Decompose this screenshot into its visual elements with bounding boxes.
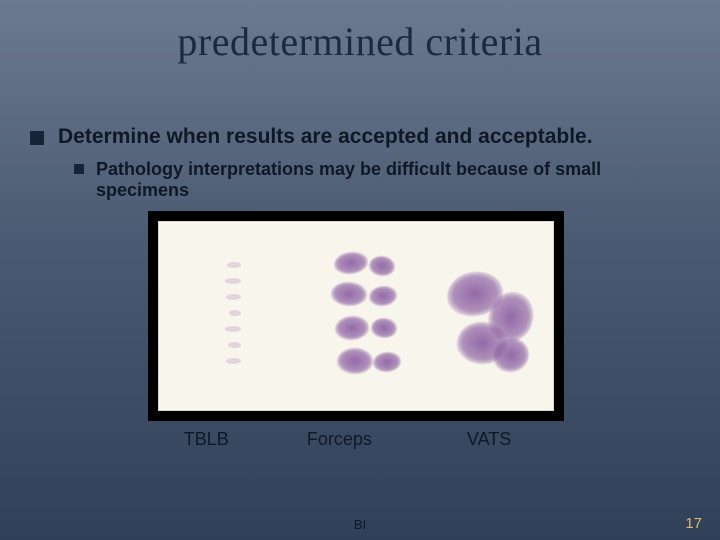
specimen-mark-faint <box>225 326 241 332</box>
page-number: 17 <box>685 515 702 532</box>
specimen-mark-faint <box>229 310 241 316</box>
specimen-smudge <box>372 351 401 373</box>
footer-id: BI <box>0 517 720 532</box>
bullet-level1-text: Determine when results are accepted and … <box>58 125 593 149</box>
specimen-smudge <box>368 254 397 277</box>
figure-frame <box>148 211 564 421</box>
bullet-level2-text: Pathology interpretations may be difficu… <box>96 159 690 201</box>
specimen-smudge <box>330 281 368 307</box>
square-bullet-small-icon <box>74 164 84 174</box>
figure-caption: TBLB <box>148 429 264 450</box>
slide-body: Determine when results are accepted and … <box>0 65 720 450</box>
specimen-smudge <box>337 347 374 374</box>
specimen-mark-faint <box>226 294 241 300</box>
bullet-level1: Determine when results are accepted and … <box>30 125 690 149</box>
square-bullet-icon <box>30 131 44 145</box>
specimen-smudge <box>370 317 398 340</box>
figure-captions: TBLBForcepsVATS <box>148 429 564 450</box>
specimen-figure: TBLBForcepsVATS <box>148 211 564 450</box>
specimen-smudge <box>368 285 398 307</box>
figure-caption: Forceps <box>264 429 414 450</box>
slide-title: predetermined criteria <box>0 0 720 65</box>
specimen-mark-faint <box>227 262 241 268</box>
specimen-smudge <box>334 315 369 341</box>
figure-caption: VATS <box>414 429 564 450</box>
specimen-smudge <box>333 250 369 275</box>
specimen-mark-faint <box>228 342 241 348</box>
bullet-level2: Pathology interpretations may be difficu… <box>74 159 690 201</box>
specimen-mark-faint <box>226 358 241 364</box>
specimen-plate <box>158 221 554 411</box>
specimen-mark-faint <box>225 278 241 284</box>
